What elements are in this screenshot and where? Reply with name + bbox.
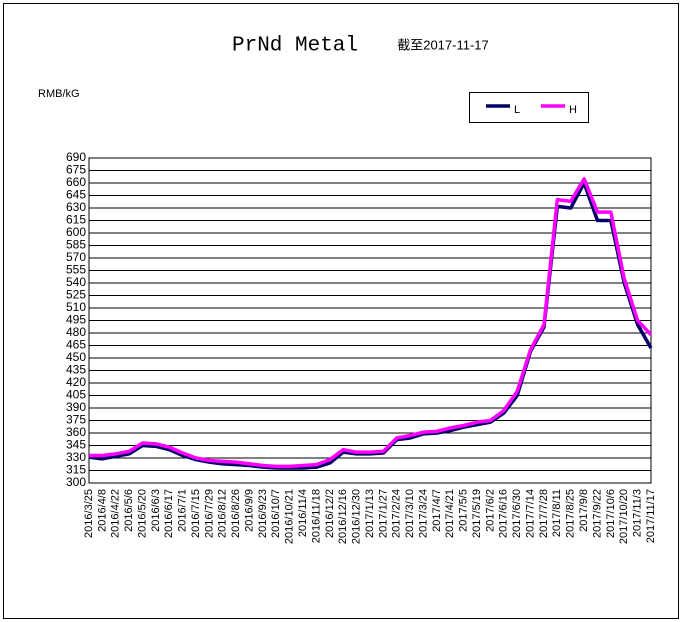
x-tick-label: 2016/7/1 bbox=[177, 489, 189, 532]
y-tick-label: 525 bbox=[66, 288, 86, 302]
x-tick-label: 2016/7/29 bbox=[203, 489, 215, 538]
x-tick-label: 2017/2/24 bbox=[391, 489, 403, 538]
x-tick-label: 2016/12/16 bbox=[337, 489, 349, 544]
x-tick-label: 2016/4/8 bbox=[96, 489, 108, 532]
legend-label: H bbox=[569, 104, 577, 116]
x-tick-label: 2016/12/30 bbox=[351, 489, 363, 544]
legend-label: L bbox=[514, 104, 520, 116]
y-tick-label: 585 bbox=[66, 238, 86, 252]
y-tick-label: 645 bbox=[66, 188, 86, 202]
x-tick-label: 2017/5/19 bbox=[471, 489, 483, 538]
x-tick-label: 2016/12/2 bbox=[324, 489, 336, 538]
chart-title: PrNd Metal bbox=[232, 35, 358, 58]
y-tick-label: 450 bbox=[66, 350, 86, 364]
x-tick-label: 2016/11/18 bbox=[310, 489, 322, 543]
x-tick-label: 2017/6/30 bbox=[511, 489, 523, 538]
x-tick-label: 2016/7/15 bbox=[190, 489, 202, 538]
y-tick-label: 465 bbox=[66, 338, 86, 352]
x-tick-label: 2017/1/13 bbox=[364, 489, 376, 538]
y-tick-label: 600 bbox=[66, 225, 86, 239]
y-tick-label: 390 bbox=[66, 400, 86, 414]
x-tick-label: 2017/3/24 bbox=[417, 489, 429, 538]
y-tick-label: 420 bbox=[66, 375, 86, 389]
y-tick-label: 300 bbox=[66, 475, 86, 489]
y-tick-label: 510 bbox=[66, 300, 86, 314]
x-tick-label: 2016/8/26 bbox=[230, 489, 242, 538]
y-tick-label: 555 bbox=[66, 263, 86, 277]
y-tick-label: 330 bbox=[66, 450, 86, 464]
y-tick-label: 375 bbox=[66, 413, 86, 427]
x-tick-label: 2017/4/21 bbox=[444, 489, 456, 538]
chart-subtitle: 截至2017-11-17 bbox=[397, 37, 489, 52]
y-tick-label: 405 bbox=[66, 388, 86, 402]
y-tick-label: 495 bbox=[66, 313, 86, 327]
x-tick-label: 2016/9/9 bbox=[243, 489, 255, 532]
x-tick-label: 2017/6/2 bbox=[484, 489, 496, 532]
x-tick-label: 2016/5/6 bbox=[123, 489, 135, 532]
x-tick-label: 2016/4/22 bbox=[110, 489, 122, 538]
x-tick-label: 2016/10/7 bbox=[270, 489, 282, 538]
y-tick-label: 345 bbox=[66, 438, 86, 452]
y-tick-label: 690 bbox=[66, 150, 86, 164]
x-tick-label: 2017/9/8 bbox=[578, 489, 590, 532]
x-tick-label: 2017/9/22 bbox=[591, 489, 603, 538]
y-tick-label: 570 bbox=[66, 250, 86, 264]
x-tick-label: 2017/7/14 bbox=[524, 489, 536, 538]
y-tick-label: 315 bbox=[66, 463, 86, 477]
x-tick-label: 2017/11/17 bbox=[645, 489, 657, 543]
x-tick-label: 2017/10/20 bbox=[618, 489, 630, 544]
x-tick-label: 2016/5/20 bbox=[136, 489, 148, 538]
y-tick-label: 360 bbox=[66, 425, 86, 439]
x-tick-label: 2016/9/23 bbox=[257, 489, 269, 538]
x-tick-label: 2017/3/10 bbox=[404, 489, 416, 538]
x-tick-label: 2017/8/25 bbox=[565, 489, 577, 538]
y-tick-label: 540 bbox=[66, 275, 86, 289]
y-tick-label: 675 bbox=[66, 163, 86, 177]
x-tick-label: 2017/6/16 bbox=[498, 489, 510, 538]
x-tick-label: 2017/4/7 bbox=[431, 489, 443, 532]
y-tick-label: 615 bbox=[66, 213, 86, 227]
x-tick-label: 2017/8/11 bbox=[551, 489, 563, 537]
x-tick-label: 2016/3/25 bbox=[83, 489, 95, 538]
y-tick-label: 630 bbox=[66, 200, 86, 214]
x-tick-label: 2016/10/21 bbox=[284, 489, 296, 544]
x-tick-label: 2016/8/12 bbox=[217, 489, 229, 538]
y-axis-label: RMB/kG bbox=[38, 88, 80, 100]
x-tick-label: 2017/10/6 bbox=[605, 489, 617, 538]
x-tick-label: 2017/5/5 bbox=[458, 489, 470, 532]
x-tick-label: 2016/11/4 bbox=[297, 489, 309, 537]
x-tick-label: 2016/6/3 bbox=[150, 489, 162, 532]
y-tick-label: 660 bbox=[66, 175, 86, 189]
y-tick-label: 435 bbox=[66, 363, 86, 377]
series-line bbox=[89, 177, 653, 469]
x-tick-label: 2017/11/3 bbox=[632, 489, 644, 537]
x-tick-label: 2016/6/17 bbox=[163, 489, 175, 538]
x-tick-label: 2017/7/28 bbox=[538, 489, 550, 538]
x-tick-label: 2017/1/27 bbox=[377, 489, 389, 538]
y-tick-label: 480 bbox=[66, 325, 86, 339]
